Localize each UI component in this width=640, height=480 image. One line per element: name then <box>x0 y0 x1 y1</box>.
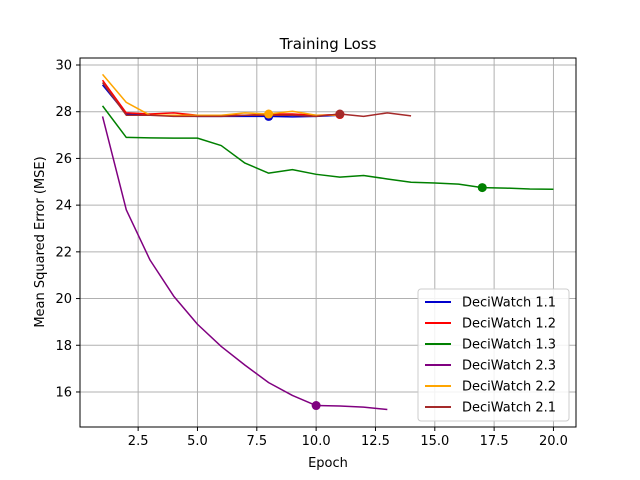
y-tick-label: 20 <box>55 292 72 307</box>
x-tick-label: 5.0 <box>187 434 208 449</box>
series-line-5 <box>101 73 340 116</box>
series-line-4 <box>101 116 388 411</box>
x-tick-label: 20.0 <box>539 434 568 449</box>
legend-label-1: DeciWatch 1.1 <box>462 296 556 311</box>
series-marker-5 <box>264 109 274 119</box>
x-tick-label: 10.0 <box>302 434 331 449</box>
series-markers <box>264 109 487 411</box>
series-marker-3 <box>477 183 487 193</box>
y-tick-label: 28 <box>55 105 72 120</box>
y-tick-label: 26 <box>55 152 72 167</box>
plot-frame <box>79 57 577 428</box>
series-line-6 <box>101 82 412 118</box>
legend-box <box>417 288 570 422</box>
x-tick-label: 7.5 <box>246 434 267 449</box>
x-axis-label: Epoch <box>308 456 348 471</box>
legend-label-6: DeciWatch 2.1 <box>462 401 556 416</box>
y-tick-label: 22 <box>55 245 72 260</box>
y-axis-label: Mean Squared Error (MSE) <box>33 156 48 327</box>
y-tick-label: 16 <box>55 385 72 400</box>
y-tick-label: 30 <box>55 59 72 74</box>
chart-title: Training Loss <box>279 35 377 53</box>
x-tick-label: 2.5 <box>128 434 149 449</box>
legend-label-4: DeciWatch 2.3 <box>462 359 556 374</box>
x-axis-ticks: 2.5 5.0 7.5 10.0 12.5 15.0 17.5 20.0 <box>128 427 568 449</box>
legend-label-2: DeciWatch 1.2 <box>462 317 556 332</box>
legend-label-5: DeciWatch 2.2 <box>462 380 556 395</box>
y-tick-label: 18 <box>55 339 72 354</box>
x-tick-label: 12.5 <box>361 434 390 449</box>
y-tick-label: 24 <box>55 199 72 214</box>
legend: DeciWatch 1.1 DeciWatch 1.2 DeciWatch 1.3 D… <box>417 288 570 422</box>
x-tick-label: 15.0 <box>420 434 449 449</box>
y-axis-ticks: 16 18 20 22 24 26 28 30 <box>55 59 80 400</box>
legend-label-3: DeciWatch 1.3 <box>462 338 556 353</box>
series-marker-6 <box>335 109 345 119</box>
x-tick-label: 17.5 <box>480 434 509 449</box>
series-marker-4 <box>311 401 321 411</box>
